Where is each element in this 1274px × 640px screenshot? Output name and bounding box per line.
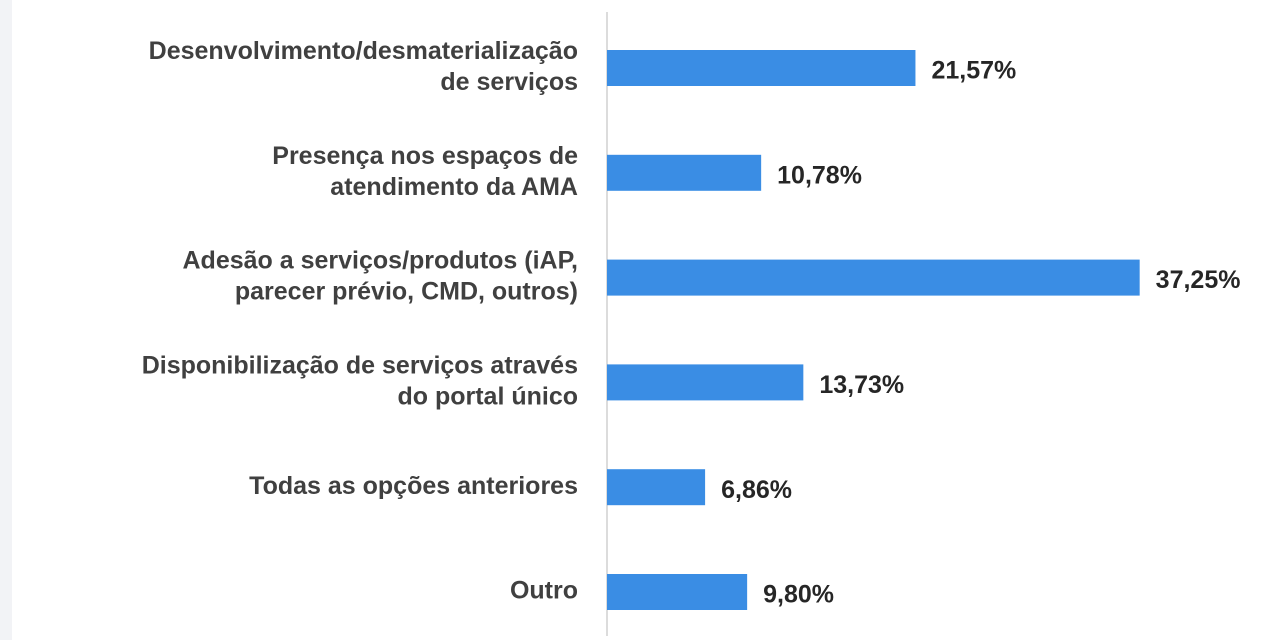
value-label: 37,25% bbox=[1156, 266, 1241, 294]
value-label: 6,86% bbox=[721, 476, 792, 504]
category-label: Todas as opções anteriores bbox=[249, 472, 578, 500]
category-label: do portal único bbox=[397, 383, 578, 411]
category-label: parecer prévio, CMD, outros) bbox=[235, 278, 578, 306]
category-label: de serviços bbox=[440, 68, 578, 96]
bar bbox=[607, 50, 916, 86]
category-label: Disponibilização de serviços através bbox=[142, 352, 578, 380]
bar bbox=[607, 154, 762, 191]
value-label: 21,57% bbox=[931, 57, 1016, 85]
bar bbox=[607, 469, 706, 506]
value-label: 13,73% bbox=[819, 371, 904, 399]
category-label: Desenvolvimento/desmaterialização bbox=[149, 37, 578, 65]
category-label: atendimento da AMA bbox=[330, 173, 578, 201]
bar bbox=[607, 574, 748, 610]
category-label: Outro bbox=[510, 577, 578, 605]
value-label: 10,78% bbox=[777, 161, 862, 189]
left-strip bbox=[0, 0, 12, 640]
category-label: Adesão a serviços/produtos (iAP, bbox=[183, 247, 579, 275]
bar bbox=[607, 259, 1140, 296]
category-label: Presença nos espaços de bbox=[272, 142, 578, 170]
bar bbox=[607, 364, 804, 401]
value-label: 9,80% bbox=[763, 581, 834, 609]
